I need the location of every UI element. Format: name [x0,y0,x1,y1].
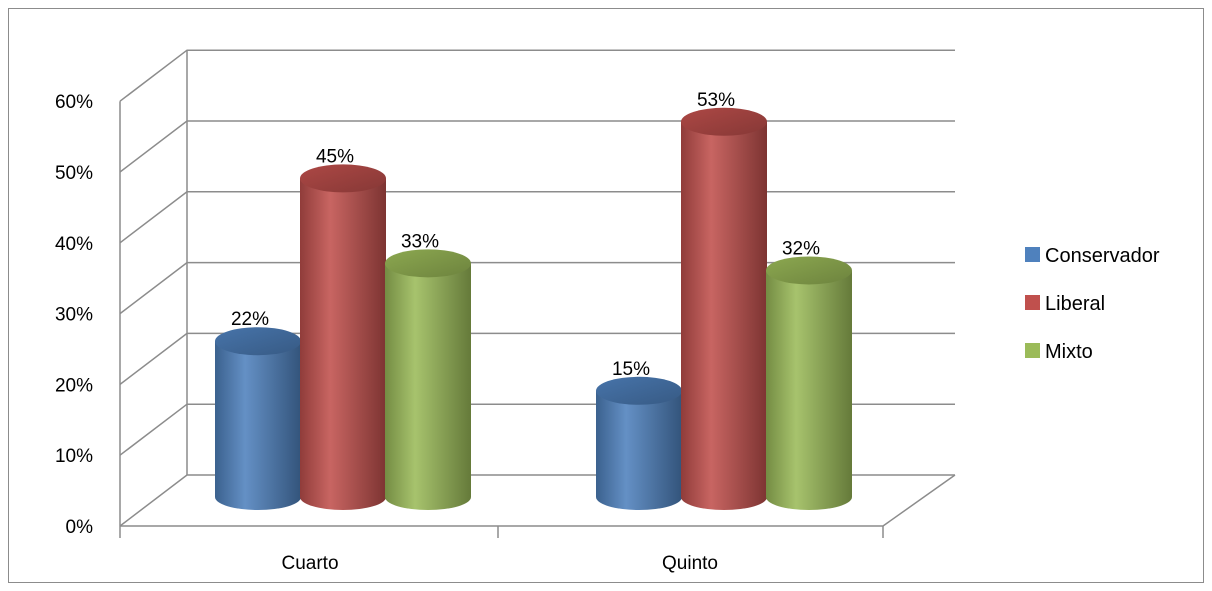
bar-conservador-quinto [596,376,682,510]
y-axis-ticks: 0% 10% 20% 30% 40% 50% 60% [55,92,93,538]
y-tick-label: 20% [55,375,93,396]
y-tick-label: 0% [66,517,94,538]
y-tick-label: 40% [55,234,93,255]
bar-mixto-quinto [766,256,852,510]
legend: Conservador Liberal Mixto [1025,245,1160,363]
gridline [119,120,955,173]
legend-swatch [1025,343,1040,358]
y-tick-label: 50% [55,163,93,184]
gridline [119,191,955,244]
legend-swatch [1025,295,1040,310]
legend-item: Liberal [1025,293,1105,315]
legend-label: Conservador [1045,245,1160,267]
legend-swatch [1025,247,1040,262]
gridline [119,49,955,102]
data-label: 45% [316,146,354,167]
bars [215,107,852,510]
bar-liberal-quinto [681,107,767,510]
data-label: 15% [612,359,650,380]
data-labels: 22% 45% 33% 15% 53% 32% [231,90,820,380]
data-label: 53% [697,90,735,111]
y-tick-label: 10% [55,446,93,467]
x-axis-ticks: Cuarto Quinto [281,553,718,574]
legend-label: Liberal [1045,293,1105,315]
axes [119,50,956,538]
legend-item: Mixto [1025,341,1093,363]
bar-liberal-cuarto [300,164,386,510]
legend-item: Conservador [1025,245,1160,267]
y-tick-label: 30% [55,305,93,326]
data-label: 22% [231,309,269,330]
x-tick-label: Cuarto [281,553,338,574]
data-label: 32% [782,238,820,259]
bar-conservador-cuarto [215,327,301,510]
legend-label: Mixto [1045,341,1093,363]
x-tick-label: Quinto [662,553,718,574]
y-tick-label: 60% [55,92,93,113]
bar-mixto-cuarto [385,249,471,510]
data-label: 33% [401,231,439,252]
